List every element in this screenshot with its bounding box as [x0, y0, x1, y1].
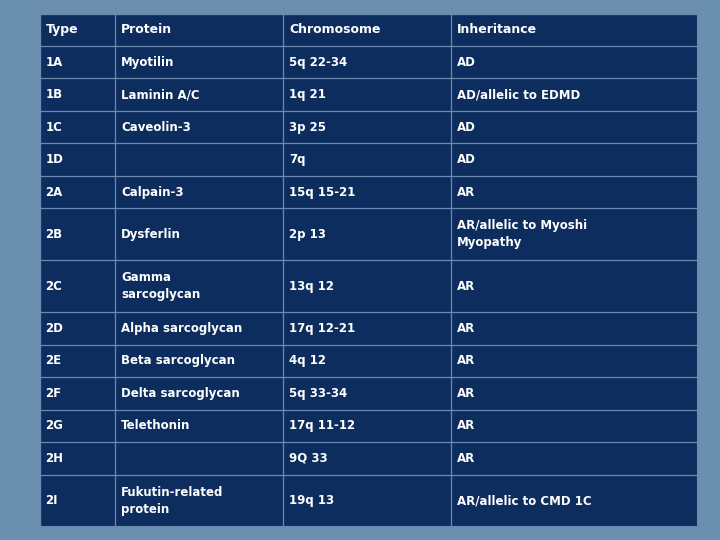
Text: 15q 15-21: 15q 15-21 — [289, 186, 356, 199]
Text: AR: AR — [457, 322, 476, 335]
Text: 2C: 2C — [45, 280, 63, 293]
Text: Gamma
sarcoglycan: Gamma sarcoglycan — [122, 271, 201, 301]
Text: Inheritance: Inheritance — [457, 23, 537, 36]
Text: 5q 33-34: 5q 33-34 — [289, 387, 348, 400]
Text: 1B: 1B — [45, 88, 63, 101]
Text: 2G: 2G — [45, 420, 63, 433]
Text: Protein: Protein — [122, 23, 173, 36]
Text: AD: AD — [457, 153, 476, 166]
Text: 2E: 2E — [45, 354, 62, 367]
Text: 9Q 33: 9Q 33 — [289, 452, 328, 465]
Text: AR: AR — [457, 420, 476, 433]
Text: Caveolin-3: Caveolin-3 — [122, 120, 191, 133]
Text: 19q 13: 19q 13 — [289, 494, 335, 507]
Text: Laminin A/C: Laminin A/C — [122, 88, 200, 101]
Text: AR: AR — [457, 387, 476, 400]
Text: Alpha sarcoglycan: Alpha sarcoglycan — [122, 322, 243, 335]
Text: 1A: 1A — [45, 56, 63, 69]
Text: 2D: 2D — [45, 322, 63, 335]
Text: AD: AD — [457, 56, 476, 69]
Text: 7q: 7q — [289, 153, 306, 166]
Text: 2B: 2B — [45, 228, 63, 241]
Text: Chromosome: Chromosome — [289, 23, 381, 36]
Text: Type: Type — [45, 23, 78, 36]
Text: Delta sarcoglycan: Delta sarcoglycan — [122, 387, 240, 400]
Text: AR/allelic to CMD 1C: AR/allelic to CMD 1C — [457, 494, 592, 507]
Text: AR/allelic to Myoshi
Myopathy: AR/allelic to Myoshi Myopathy — [457, 219, 588, 249]
Text: AR: AR — [457, 280, 476, 293]
Text: AR: AR — [457, 186, 476, 199]
Text: AR: AR — [457, 452, 476, 465]
Text: 3p 25: 3p 25 — [289, 120, 326, 133]
Text: 17q 11-12: 17q 11-12 — [289, 420, 356, 433]
Text: Calpain-3: Calpain-3 — [122, 186, 184, 199]
Text: Myotilin: Myotilin — [122, 56, 175, 69]
Text: 2H: 2H — [45, 452, 63, 465]
Text: 1q 21: 1q 21 — [289, 88, 326, 101]
Text: 13q 12: 13q 12 — [289, 280, 334, 293]
Text: Fukutin-related
protein: Fukutin-related protein — [122, 485, 224, 516]
Text: 17q 12-21: 17q 12-21 — [289, 322, 356, 335]
Text: 2A: 2A — [45, 186, 63, 199]
Text: Telethonin: Telethonin — [122, 420, 191, 433]
Text: Dysferlin: Dysferlin — [122, 228, 181, 241]
Text: AR: AR — [457, 354, 476, 367]
Text: AD/allelic to EDMD: AD/allelic to EDMD — [457, 88, 580, 101]
Text: 2I: 2I — [45, 494, 58, 507]
Text: 5q 22-34: 5q 22-34 — [289, 56, 348, 69]
Text: 1C: 1C — [45, 120, 63, 133]
Text: 4q 12: 4q 12 — [289, 354, 326, 367]
Text: AD: AD — [457, 120, 476, 133]
Text: 2p 13: 2p 13 — [289, 228, 326, 241]
Text: 2F: 2F — [45, 387, 62, 400]
Text: Beta sarcoglycan: Beta sarcoglycan — [122, 354, 235, 367]
Text: 1D: 1D — [45, 153, 63, 166]
